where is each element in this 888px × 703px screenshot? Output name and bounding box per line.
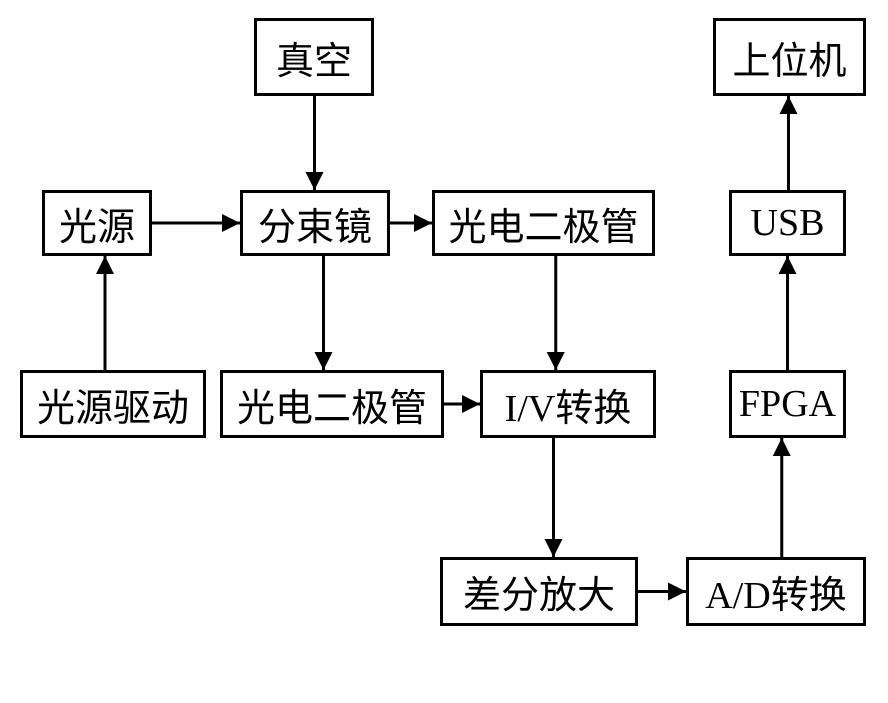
node-pd1: 光电二极管 bbox=[432, 190, 655, 256]
node-label-diffamp: 差分放大 bbox=[463, 564, 615, 619]
node-label-splitter: 分束镜 bbox=[258, 196, 372, 251]
node-label-adc: A/D转换 bbox=[705, 564, 846, 619]
node-label-pd2: 光电二极管 bbox=[237, 377, 427, 432]
arrowhead-vacuum-splitter bbox=[306, 172, 324, 190]
diagram-canvas: 真空上位机光源分束镜光电二极管USB光源驱动光电二极管I/V转换FPGA差分放大… bbox=[0, 0, 888, 703]
arrowhead-driver-lightsrc bbox=[96, 256, 114, 274]
arrowhead-splitter-pd1 bbox=[414, 214, 432, 232]
node-label-usb: USB bbox=[751, 201, 825, 245]
node-driver: 光源驱动 bbox=[20, 370, 206, 438]
node-label-lightsrc: 光源 bbox=[59, 196, 135, 251]
node-fpga: FPGA bbox=[729, 370, 846, 438]
node-lightsrc: 光源 bbox=[42, 190, 152, 256]
arrowhead-pd1-iv bbox=[547, 352, 565, 370]
arrowhead-diffamp-adc bbox=[668, 583, 686, 601]
node-iv: I/V转换 bbox=[480, 370, 656, 438]
arrowhead-usb-host bbox=[780, 96, 798, 114]
arrowhead-adc-fpga bbox=[773, 438, 791, 456]
node-vacuum: 真空 bbox=[254, 18, 374, 96]
arrowhead-fpga-usb bbox=[779, 256, 797, 274]
node-label-fpga: FPGA bbox=[739, 382, 836, 426]
node-pd2: 光电二极管 bbox=[220, 370, 444, 438]
node-label-pd1: 光电二极管 bbox=[448, 196, 638, 251]
node-label-vacuum: 真空 bbox=[276, 30, 352, 85]
node-label-host: 上位机 bbox=[732, 30, 846, 85]
node-label-iv: I/V转换 bbox=[505, 377, 632, 432]
node-host: 上位机 bbox=[713, 18, 866, 96]
node-splitter: 分束镜 bbox=[240, 190, 390, 256]
arrowhead-splitter-pd2 bbox=[315, 352, 333, 370]
arrowhead-pd2-iv bbox=[462, 395, 480, 413]
arrowhead-lightsrc-splitter bbox=[222, 214, 240, 232]
arrowhead-iv-diffamp bbox=[545, 539, 563, 557]
node-usb: USB bbox=[729, 190, 846, 256]
node-adc: A/D转换 bbox=[686, 557, 866, 626]
node-label-driver: 光源驱动 bbox=[37, 377, 189, 432]
node-diffamp: 差分放大 bbox=[440, 557, 638, 626]
